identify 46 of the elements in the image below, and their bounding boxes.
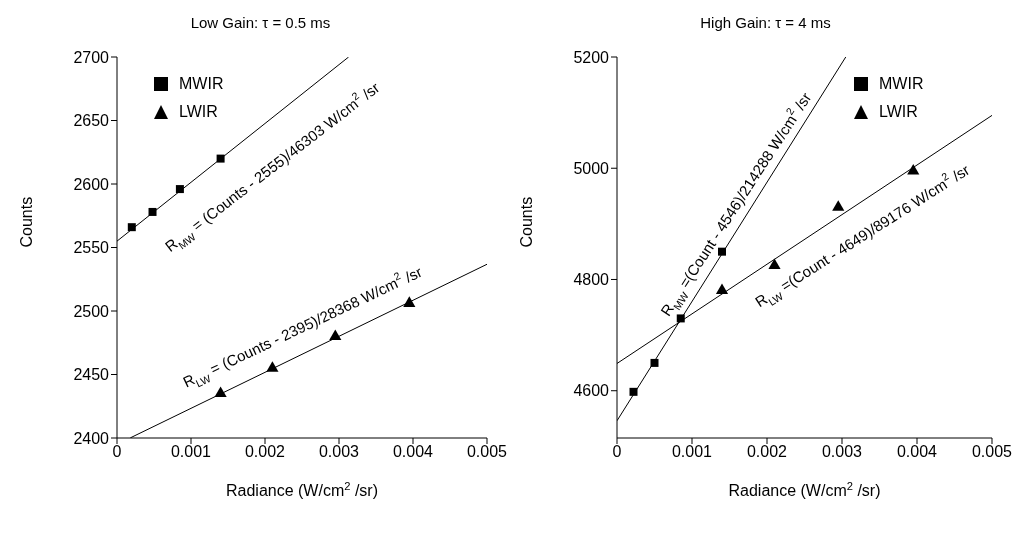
x-tick-label: 0.005	[971, 443, 1013, 461]
x-axis-title: Radiance (W/cm$^{2}$/sr)	[225, 480, 379, 499]
y-tick-label: 2600	[73, 175, 110, 193]
x-tick-label: 0.002	[746, 443, 788, 461]
x-tick-label: 0.004	[392, 443, 434, 461]
legend-label: LWIR	[879, 103, 918, 121]
point	[148, 207, 157, 216]
point	[715, 283, 729, 295]
point	[214, 386, 227, 398]
point	[676, 314, 685, 323]
y-tick-label: 4800	[573, 271, 610, 289]
x-tick-label: 0	[112, 443, 122, 461]
x-axis-title: Radiance (W/cm$^{2}$/sr)	[728, 480, 881, 499]
y-tick-label: 2550	[73, 239, 110, 257]
legend-label: LWIR	[179, 103, 218, 121]
legend-label: MWIR	[179, 75, 224, 93]
y-tick-label: 5200	[573, 48, 610, 66]
x-tick-label: 0.003	[318, 443, 360, 461]
y-tick-label: 2500	[73, 302, 110, 320]
y-tick-label: 4600	[573, 382, 610, 400]
legend-label: MWIR	[879, 75, 924, 93]
point	[403, 296, 416, 307]
point	[718, 247, 726, 256]
x-tick-label: 0.001	[170, 443, 212, 461]
point	[629, 387, 638, 396]
y-tick-label: 5000	[573, 159, 610, 177]
point	[907, 164, 920, 175]
x-tick-label: 0	[612, 443, 622, 461]
y-tick-label: 2700	[73, 48, 110, 66]
x-tick-label: 0.002	[244, 443, 286, 461]
point	[175, 185, 184, 194]
x-tick-label: 0.005	[466, 443, 508, 461]
x-tick-label: 0.001	[671, 443, 713, 461]
y-axis-title: Counts	[17, 196, 35, 248]
y-tick-label: 2650	[73, 112, 110, 130]
chart-title: Low Gain: τ = 0.5 ms	[189, 14, 332, 31]
y-tick-label: 2450	[73, 366, 110, 384]
chart-title: High Gain: τ = 4 ms	[699, 14, 832, 31]
point	[768, 258, 781, 270]
point	[650, 358, 659, 367]
y-axis-title: Counts	[517, 196, 535, 248]
x-tick-label: 0.003	[821, 443, 863, 461]
point	[216, 154, 225, 163]
y-tick-label: 2400	[73, 429, 110, 447]
point	[127, 223, 136, 232]
x-tick-label: 0.004	[896, 443, 938, 461]
